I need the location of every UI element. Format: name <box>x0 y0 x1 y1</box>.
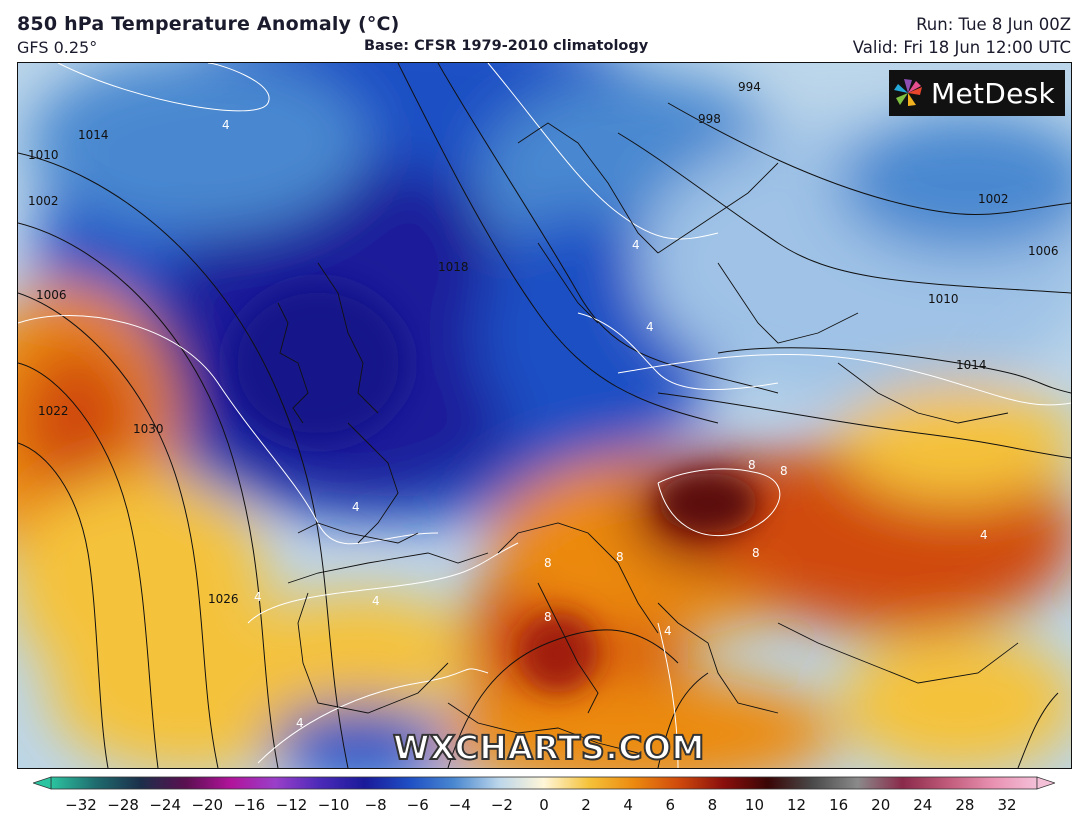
colorbar-tick-label: −28 <box>107 796 139 814</box>
colorbar-tick-label: −32 <box>65 796 97 814</box>
colorbar-tick-label: 12 <box>786 796 807 814</box>
isobar-lines <box>18 63 1071 768</box>
metdesk-logo-text: MetDesk <box>931 76 1056 110</box>
anomaly-value: 4 <box>222 118 230 132</box>
colorbar-tick-label: −8 <box>364 796 387 814</box>
anomaly-value: 4 <box>254 590 262 604</box>
colorbar-tick-label: 28 <box>955 796 975 814</box>
isobar-value: 1006 <box>1028 244 1059 258</box>
metdesk-pinwheel-icon <box>894 79 922 106</box>
colorbar-tick-label: 6 <box>665 796 676 814</box>
colorbar-tick-label: 8 <box>707 796 718 814</box>
colorbar-tick-label: 2 <box>581 796 591 814</box>
colorbar-tick-label: 16 <box>829 796 849 814</box>
colorbar-tick-label: −12 <box>275 796 308 814</box>
run-time-label: Run: Tue 8 Jun 00Z <box>916 15 1071 34</box>
colorbar-ticks: −32 −28 −24 −20 −16 −12 −10 −8 −6 −4 −2 0 2 4 6 8 10 12 16… <box>0 796 1088 820</box>
wxcharts-watermark: WXCHARTS.COM <box>392 727 705 768</box>
colorbar-tick-label: −20 <box>191 796 224 814</box>
isobar-value: 1010 <box>928 292 959 306</box>
colorbar-tick-label: −6 <box>406 796 429 814</box>
isobar-value: 1010 <box>28 148 59 162</box>
isobar-value: 1014 <box>956 358 987 372</box>
header: 850 hPa Temperature Anomaly (°C) GFS 0.2… <box>0 0 1088 62</box>
colorbar-tick-label: 0 <box>539 796 549 814</box>
colorbar-tick-label: 20 <box>871 796 891 814</box>
colorbar-tick-label: 10 <box>744 796 764 814</box>
anomaly-value: 4 <box>372 594 380 608</box>
anomaly-value: 4 <box>632 238 640 252</box>
isobar-value: 1002 <box>978 192 1009 206</box>
isobar-value: 1026 <box>208 592 239 606</box>
anomaly-value: 8 <box>752 546 760 560</box>
anomaly-value: 8 <box>544 610 552 624</box>
coastlines <box>277 122 1019 754</box>
anomaly-value: 4 <box>664 624 672 638</box>
anomaly-value: 8 <box>748 458 756 472</box>
anomaly-field <box>18 63 1071 768</box>
colorbar-tick-label: −16 <box>233 796 266 814</box>
isobar-value: 998 <box>698 112 721 126</box>
isobar-value: 1022 <box>38 404 69 418</box>
colorbar-min-arrow <box>33 776 52 790</box>
isobar-value: 1018 <box>438 260 469 274</box>
anomaly-value: 4 <box>296 716 304 730</box>
metdesk-logo: MetDesk <box>889 70 1065 116</box>
colorbar-tick-label: 24 <box>913 796 933 814</box>
colorbar-tick-label: −2 <box>490 796 513 814</box>
valid-time-label: Valid: Fri 18 Jun 12:00 UTC <box>852 38 1071 57</box>
anomaly-map: 994 998 1002 1006 1010 1014 1018 1022 10… <box>17 62 1072 769</box>
anomaly-value: 4 <box>980 528 988 542</box>
anomaly-contours <box>18 63 1071 768</box>
isobar-value: 1006 <box>36 288 67 302</box>
map-canvas: 994 998 1002 1006 1010 1014 1018 1022 10… <box>18 63 1071 768</box>
colorbar-max-arrow <box>1036 776 1055 790</box>
colorbar-tick-label: −10 <box>317 796 350 814</box>
anomaly-value: 8 <box>616 550 624 564</box>
colorbar-tick-label: −4 <box>448 796 471 814</box>
isobar-value: 1030 <box>133 422 164 436</box>
isobar-value: 1014 <box>78 128 109 142</box>
isobar-value: 1002 <box>28 194 59 208</box>
anomaly-value: 4 <box>352 500 360 514</box>
colorbar-band <box>50 776 1038 790</box>
anomaly-values: 4 4 4 4 4 8 8 8 8 8 8 4 4 4 4 <box>222 118 988 730</box>
isobar-value: 994 <box>738 80 761 94</box>
colorbar-tick-label: 4 <box>623 796 633 814</box>
anomaly-value: 4 <box>646 320 654 334</box>
model-label: GFS 0.25° <box>17 38 98 57</box>
anomaly-value: 8 <box>780 464 788 478</box>
climatology-base-label: Base: CFSR 1979-2010 climatology <box>364 38 649 54</box>
colorbar-tick-label: 32 <box>997 796 1017 814</box>
chart-title: 850 hPa Temperature Anomaly (°C) <box>17 13 400 35</box>
colorbar-tick-label: −24 <box>149 796 181 814</box>
isobar-values: 994 998 1002 1006 1010 1014 1018 1022 10… <box>28 80 1059 606</box>
colorbar <box>33 776 1055 790</box>
anomaly-value: 8 <box>544 556 552 570</box>
